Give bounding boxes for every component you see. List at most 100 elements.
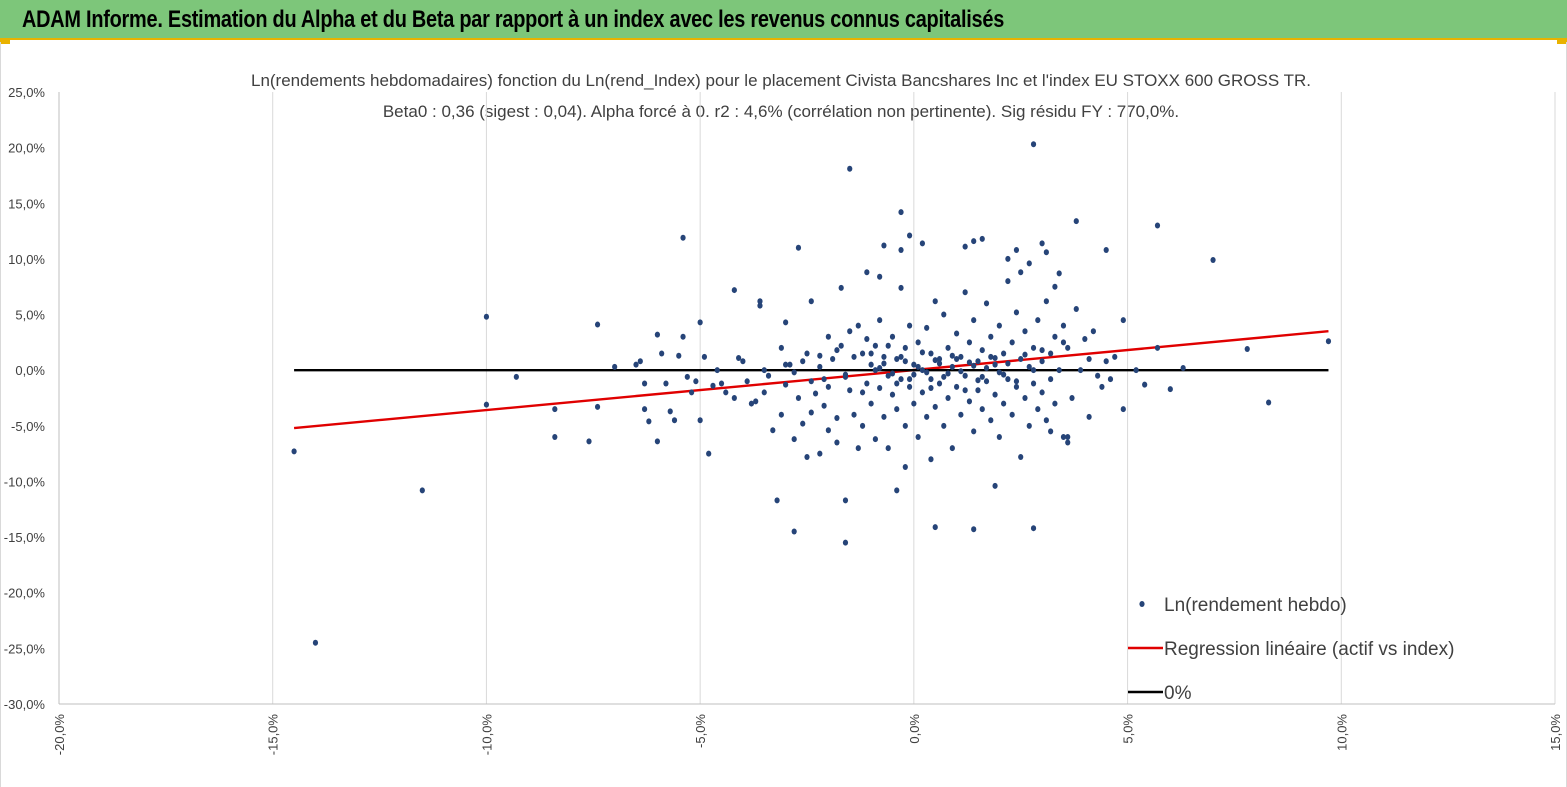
scatter-point (817, 352, 823, 359)
scatter-point (1048, 350, 1054, 357)
scatter-point (859, 389, 866, 396)
scatter-point (641, 406, 648, 413)
scatter-point (983, 300, 990, 307)
scatter-point (744, 378, 750, 385)
scatter-point (881, 360, 887, 367)
scatter-point (954, 330, 960, 337)
scatter-point (928, 384, 934, 391)
scatter-point (812, 390, 819, 397)
scatter-point (1013, 309, 1020, 316)
scatter-point (761, 389, 767, 396)
scatter-point (1120, 317, 1126, 324)
scatter-point (975, 358, 981, 365)
scatter-point (795, 244, 802, 251)
scatter-point (1048, 428, 1054, 435)
scatter-point (291, 448, 297, 455)
chart-title-line1: Ln(rendements hebdomadaires) fonction du… (251, 71, 1311, 90)
scatter-point (671, 417, 678, 424)
scatter-point (868, 361, 874, 368)
scatter-point (868, 400, 874, 407)
scatter-point (1035, 317, 1041, 324)
scatter-point (915, 339, 921, 346)
y-tick-label: -5,0% (11, 419, 45, 434)
scatter-point (885, 445, 891, 452)
scatter-point (911, 371, 917, 378)
y-tick-label: -10,0% (4, 474, 46, 489)
scatter-point (697, 319, 703, 326)
scatter-point (932, 357, 938, 364)
scatter-point (992, 391, 998, 398)
scatter-point (945, 395, 951, 401)
corner-mark-left (0, 38, 10, 44)
scatter-point (864, 336, 870, 343)
scatter-point (1086, 413, 1092, 420)
legend-item-returns: Ln(rendement hebdo) (1139, 595, 1347, 616)
scatter-point (1065, 433, 1071, 440)
scatter-point (894, 380, 900, 387)
scatter-point (979, 373, 985, 380)
scatter-point (1039, 240, 1045, 247)
scatter-point (932, 403, 938, 410)
y-tick-label: 10,0% (8, 252, 45, 267)
scatter-point (1052, 333, 1058, 340)
scatter-point (992, 482, 998, 489)
x-tick-label: 10,0% (1334, 714, 1349, 751)
scatter-point (513, 373, 519, 380)
scatter-point (1120, 406, 1126, 413)
scatter-point (877, 384, 883, 391)
scatter-point (864, 269, 870, 276)
scatter-point (889, 370, 896, 377)
scatter-point (1244, 346, 1250, 353)
scatter-point (710, 382, 716, 389)
scatter-point (958, 368, 964, 375)
legend-marker-dot (1139, 601, 1145, 607)
scatter-point (949, 445, 955, 452)
scatter-point (1086, 356, 1092, 363)
scatter-point (898, 209, 904, 216)
y-tick-label: -20,0% (4, 586, 46, 601)
scatter-point (1167, 386, 1173, 393)
scatter-point (834, 439, 840, 446)
scatter-point (654, 331, 661, 338)
scatter-point (667, 408, 673, 415)
scatter-point (1082, 336, 1088, 343)
scatter-point (1013, 378, 1020, 385)
scatter-point (971, 317, 977, 324)
scatter-point (1039, 347, 1045, 354)
scatter-point (1052, 283, 1058, 290)
scatter-point (1039, 358, 1045, 365)
scatter-point (975, 387, 981, 394)
scatter-point (795, 395, 802, 401)
scatter-point (765, 372, 772, 379)
scatter-point (1142, 381, 1148, 388)
scatter-point (723, 389, 729, 396)
scatter-point (612, 363, 618, 370)
scatter-point (838, 342, 844, 349)
scatter-point (1060, 322, 1067, 329)
scatter-point (646, 418, 652, 425)
scatter-point (877, 317, 883, 324)
scatter-point (1026, 422, 1032, 429)
scatter-point (594, 321, 601, 328)
scatter-point (881, 242, 887, 249)
scatter-point (483, 313, 490, 320)
scatter-point (1077, 367, 1084, 374)
scatter-point (898, 353, 904, 360)
scatter-point (894, 356, 900, 363)
scatter-point (1103, 247, 1109, 254)
scatter-point (1056, 367, 1062, 374)
scatter-point (941, 311, 947, 318)
scatter-point (962, 372, 968, 379)
scatter-point (718, 380, 725, 387)
scatter-point (1065, 439, 1071, 446)
scatter-point (1018, 453, 1024, 460)
scatter-point (889, 333, 896, 340)
scatter-point (586, 438, 592, 445)
scatter-point (979, 235, 985, 242)
scatter-point (932, 524, 938, 531)
scatter-point (983, 364, 990, 371)
scatter-point (915, 363, 921, 370)
scatter-point (996, 433, 1002, 440)
scatter-point (800, 358, 806, 365)
